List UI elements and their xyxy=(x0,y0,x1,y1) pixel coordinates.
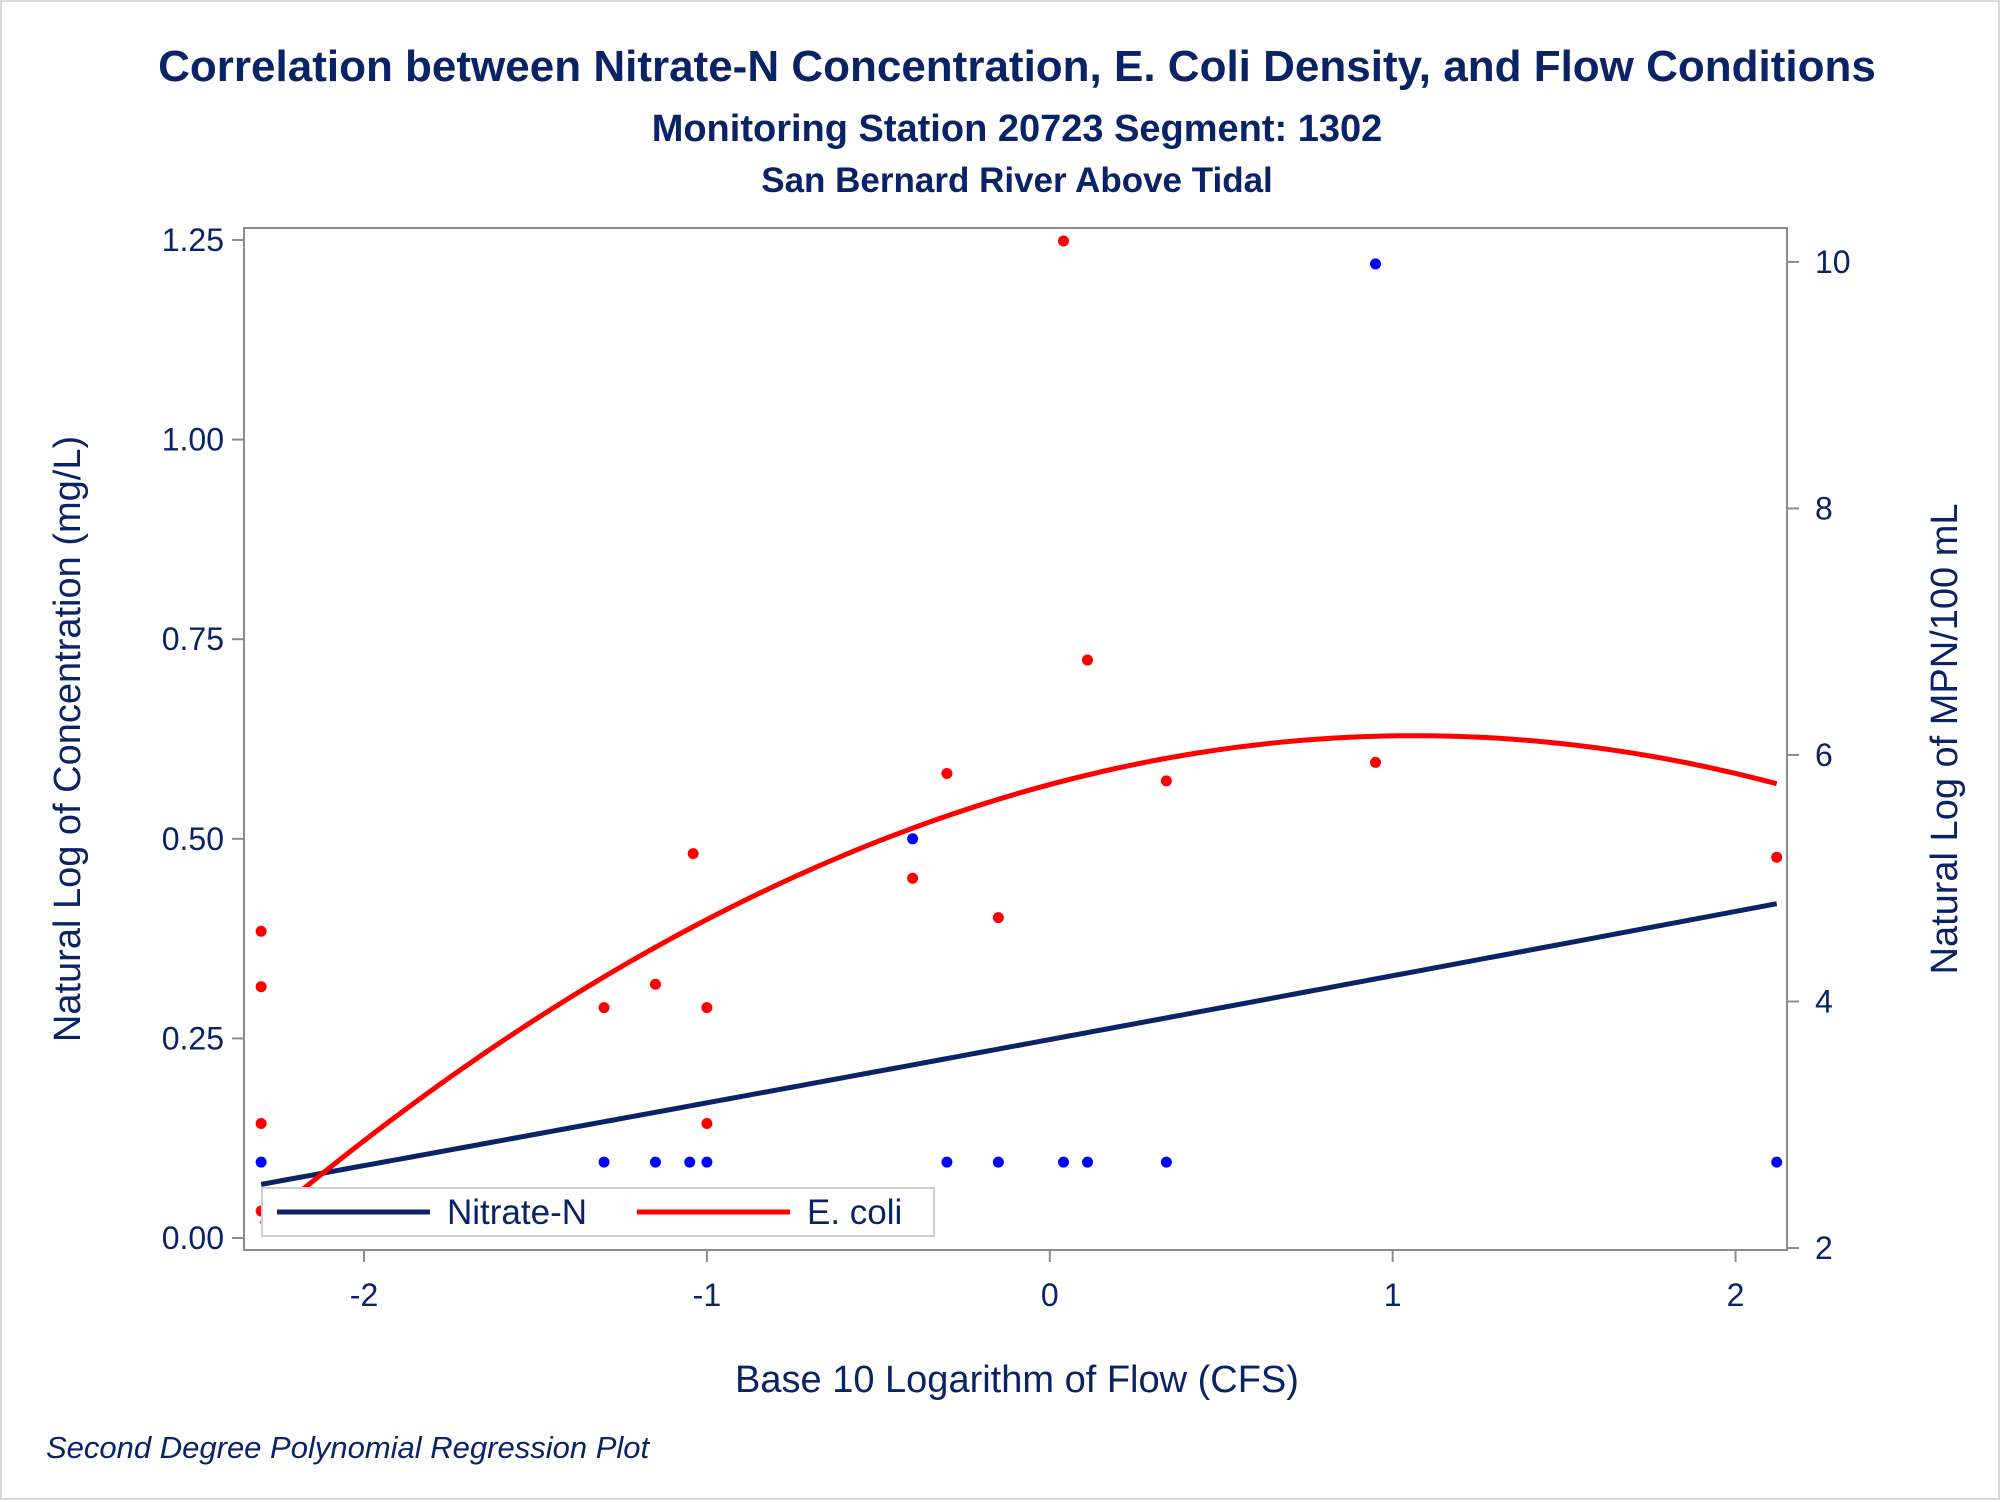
point-e-coli xyxy=(992,912,1004,924)
point-nitrate-n xyxy=(1771,1156,1783,1168)
chart-title: Correlation between Nitrate-N Concentrat… xyxy=(158,42,1876,91)
point-nitrate-n xyxy=(992,1156,1004,1168)
point-nitrate-n xyxy=(1160,1156,1172,1168)
point-nitrate-n xyxy=(907,833,919,845)
footnote: Second Degree Polynomial Regression Plot xyxy=(46,1430,650,1465)
point-nitrate-n xyxy=(649,1156,661,1168)
point-e-coli xyxy=(255,981,267,993)
chart-subtitle-2: San Bernard River Above Tidal xyxy=(761,161,1273,200)
y2-tick-label: 2 xyxy=(1815,1230,1833,1266)
point-e-coli xyxy=(598,1002,610,1014)
point-nitrate-n xyxy=(941,1156,953,1168)
x-tick-label: -2 xyxy=(350,1277,378,1313)
y-axis-right: 2 4 6 8 10 xyxy=(1787,244,1851,1266)
y-tick-label: 1.00 xyxy=(162,422,224,458)
y-tick-label: 0.00 xyxy=(162,1220,224,1256)
point-nitrate-n xyxy=(701,1156,713,1168)
y-axis-label: Natural Log of Concentration (mg/L) xyxy=(47,436,89,1042)
x-tick-label: 0 xyxy=(1041,1277,1059,1313)
x-tick-label: -1 xyxy=(693,1277,721,1313)
plot-area xyxy=(243,227,1788,1251)
chart-subtitle: Monitoring Station 20723 Segment: 1302 xyxy=(652,108,1383,150)
point-e-coli xyxy=(941,767,953,779)
point-e-coli xyxy=(1058,235,1069,247)
point-e-coli xyxy=(1160,775,1172,787)
point-nitrate-n xyxy=(1370,258,1382,270)
point-e-coli xyxy=(1370,756,1382,768)
fit-line-e-coli xyxy=(259,733,1778,1226)
y2-axis-label: Natural Log of MPN/100 mL xyxy=(1924,503,1966,974)
point-e-coli xyxy=(907,872,919,884)
point-nitrate-n xyxy=(684,1156,696,1168)
x-axis: -2 -1 0 1 2 xyxy=(350,1250,1745,1313)
y2-tick-label: 10 xyxy=(1815,244,1851,280)
legend-label-ecoli: E. coli xyxy=(807,1193,902,1232)
point-e-coli xyxy=(255,1118,267,1130)
point-e-coli xyxy=(255,925,267,937)
point-e-coli xyxy=(701,1002,713,1014)
point-e-coli xyxy=(701,1118,713,1130)
y-tick-label: 0.25 xyxy=(162,1020,224,1056)
y2-tick-label: 4 xyxy=(1815,983,1833,1019)
point-e-coli xyxy=(687,848,699,860)
point-nitrate-n xyxy=(1058,1156,1069,1168)
x-axis-label: Base 10 Logarithm of Flow (CFS) xyxy=(735,1359,1299,1401)
point-e-coli xyxy=(1082,654,1094,666)
x-tick-label: 1 xyxy=(1384,1277,1402,1313)
y-axis-left: 0.00 0.25 0.50 0.75 1.00 1.25 xyxy=(162,222,244,1256)
y-tick-label: 0.50 xyxy=(162,821,224,857)
point-nitrate-n xyxy=(1082,1156,1094,1168)
x-tick-label: 2 xyxy=(1727,1277,1745,1313)
legend-label-nitrate: Nitrate-N xyxy=(447,1193,587,1232)
point-nitrate-n xyxy=(255,1156,267,1168)
fit-line-nitrate-n xyxy=(260,901,1778,1187)
point-e-coli xyxy=(649,978,661,990)
point-e-coli xyxy=(1771,851,1783,863)
legend: Nitrate-N E. coli xyxy=(261,1187,935,1237)
regression-lines xyxy=(259,733,1778,1226)
y2-tick-label: 6 xyxy=(1815,737,1833,773)
y2-tick-label: 8 xyxy=(1815,490,1833,526)
data-points xyxy=(255,235,1783,1217)
y-tick-label: 0.75 xyxy=(162,621,224,657)
point-nitrate-n xyxy=(598,1156,610,1168)
y-tick-label: 1.25 xyxy=(162,222,224,258)
